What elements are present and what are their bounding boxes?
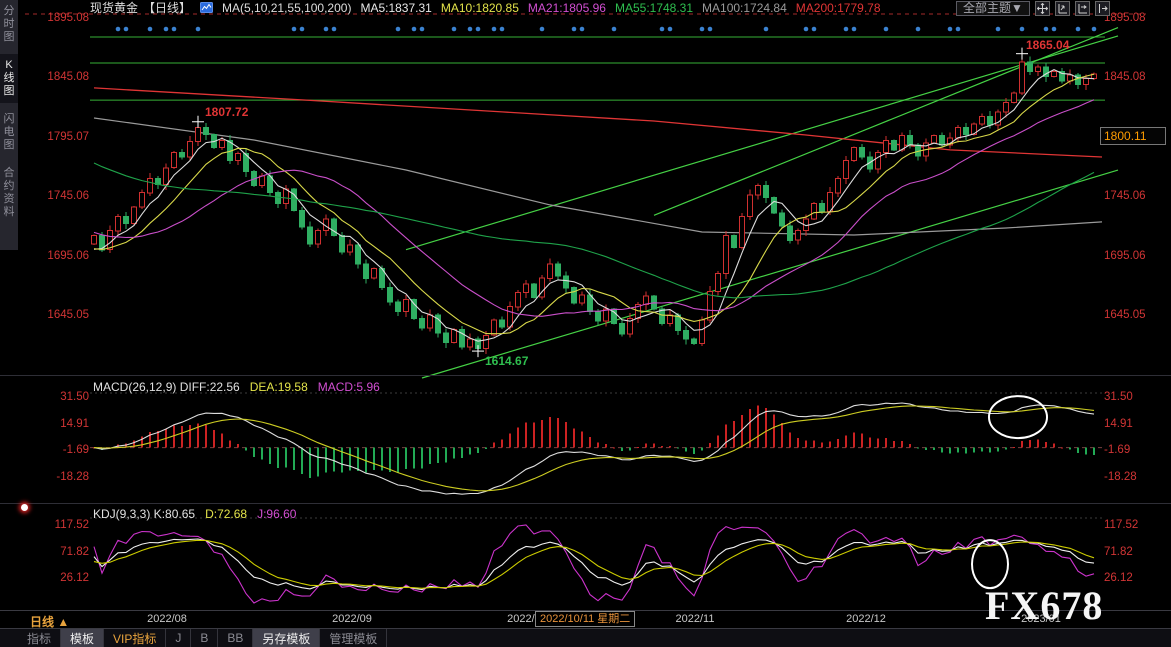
ma-legend-item: MA100:1724.84 bbox=[702, 0, 787, 15]
crosshair-tool-icon[interactable] bbox=[1034, 1, 1050, 16]
current-price-tag: 1800.11 bbox=[1100, 126, 1166, 145]
toolbar-tab-BB[interactable]: BB bbox=[218, 629, 254, 647]
period-selector-label[interactable]: 日线 ▲ bbox=[30, 615, 70, 629]
date-axis-label: 2022/09 bbox=[332, 613, 372, 625]
toolbar-tab-B[interactable]: B bbox=[191, 629, 219, 647]
ma-legend-item: MA200:1779.78 bbox=[795, 0, 881, 15]
date-axis-label: 2022/08 bbox=[147, 613, 187, 625]
period-tag: 【日线】 bbox=[143, 1, 192, 15]
sidebar-item-合约资料[interactable]: 合约资料 bbox=[3, 167, 15, 218]
fit-horizontal-scale-icon[interactable] bbox=[1074, 1, 1090, 16]
sidebar-item-闪电图[interactable]: 闪电图 bbox=[3, 113, 15, 151]
toolbar-tab-J[interactable]: J bbox=[166, 629, 192, 647]
ma-settings-label: MA(5,10,21,55,100,200) bbox=[222, 0, 352, 15]
fx678-watermark: FX678 bbox=[985, 583, 1104, 628]
toolbar-tab-指标[interactable]: 指标 bbox=[18, 629, 62, 647]
header-controls: 全部主题▼ bbox=[956, 1, 1110, 16]
date-axis[interactable]: 日线 ▲ 2022/08 2022/09 2022/10 2022/11 2022/12… bbox=[0, 610, 1171, 629]
bottom-toolbar: 指标 模板 VIP指标 J B BB 另存模板 管理模板 bbox=[0, 628, 1171, 647]
symbol-title: 现货黄金 bbox=[90, 1, 139, 15]
ma-legend-item: MA5:1837.31 bbox=[360, 0, 432, 15]
date-axis-label: 2023/01 bbox=[1021, 613, 1061, 625]
sidebar-item-分时图[interactable]: 分时图 bbox=[3, 5, 15, 43]
toolbar-tab-模板[interactable]: 模板 bbox=[61, 629, 105, 647]
fit-vertical-scale-icon[interactable] bbox=[1054, 1, 1070, 16]
toolbar-tab-管理模板[interactable]: 管理模板 bbox=[320, 629, 388, 647]
date-axis-label: 2022/12 bbox=[846, 613, 886, 625]
theme-dropdown-button[interactable]: 全部主题▼ bbox=[956, 1, 1030, 16]
indicator-alert-dot bbox=[21, 504, 28, 511]
ma-legend-item: MA55:1748.31 bbox=[614, 0, 694, 15]
toolbar-tab-VIP指标[interactable]: VIP指标 bbox=[104, 629, 167, 647]
chart-canvas[interactable] bbox=[0, 0, 1171, 610]
highlighted-date-label: 2022/10/11 星期二 bbox=[535, 611, 636, 627]
sidebar-item-K线图[interactable]: K线图 bbox=[0, 54, 18, 103]
ma-legend: MA5:1837.31 MA10:1820.85 MA21:1805.96 MA55:… bbox=[360, 1, 889, 15]
chart-header: 现货黄金 【日线】 MA(5,10,21,55,100,200) MA5:183… bbox=[90, 0, 890, 16]
pan-right-icon[interactable] bbox=[1094, 1, 1110, 16]
toolbar-tab-另存模板[interactable]: 另存模板 bbox=[253, 629, 321, 647]
date-axis-label: 2022/11 bbox=[675, 613, 715, 625]
line-chart-icon bbox=[200, 2, 214, 13]
ma-legend-item: MA21:1805.96 bbox=[527, 0, 606, 15]
left-sidebar: 分时图 K线图闪电图合约资料 bbox=[0, 0, 18, 250]
ma-legend-item: MA10:1820.85 bbox=[440, 0, 519, 15]
